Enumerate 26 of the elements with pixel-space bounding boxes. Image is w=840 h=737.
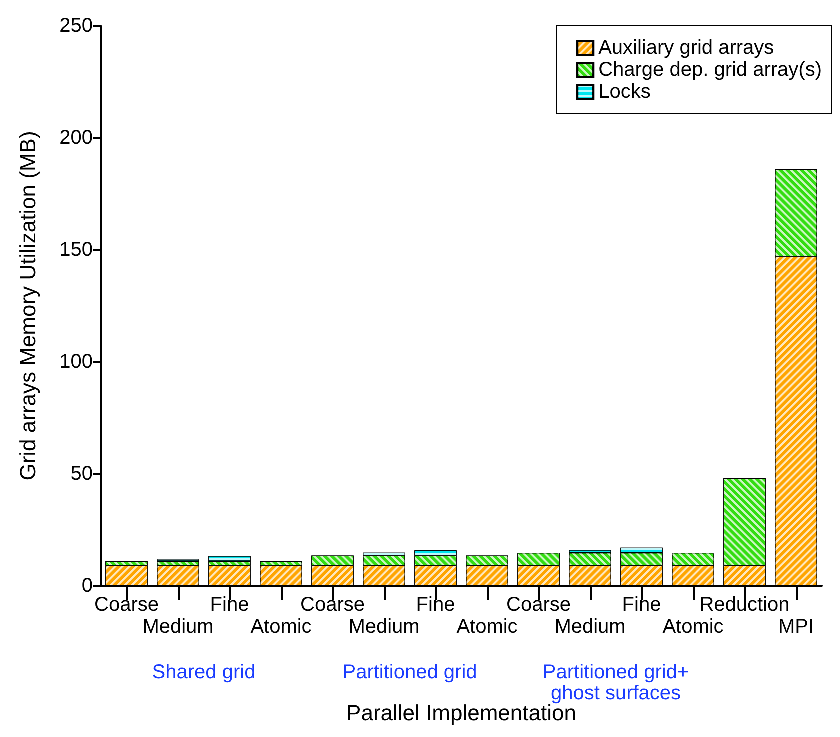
y-tick-label: 200	[60, 127, 93, 149]
legend-label: Auxiliary grid arrays	[598, 37, 774, 59]
legend-label: Locks	[598, 81, 651, 103]
y-tick-label: 50	[70, 463, 93, 485]
x-tick-label: Coarse	[300, 594, 365, 616]
x-tick-label: Fine	[210, 594, 250, 616]
x-tick-label: Coarse	[506, 594, 571, 616]
x-tick-label: Atomic	[456, 616, 518, 638]
x-tick-label: Fine	[622, 594, 662, 616]
x-tick-label: Coarse	[94, 594, 159, 616]
text: Shared grid	[152, 662, 256, 684]
x-tick-label: Medium	[142, 616, 214, 638]
y-tick-label: 0	[82, 575, 93, 597]
y-tick-label: 150	[60, 239, 93, 261]
x-tick-label: Medium	[348, 616, 420, 638]
legend-label: Charge dep. grid array(s)	[598, 59, 822, 81]
x-tick-label: MPI	[778, 616, 814, 638]
y-tick-label: 250	[60, 15, 93, 37]
x-tick-label: Atomic	[250, 616, 312, 638]
x-tick-label: Reduction	[700, 594, 790, 616]
y-axis-title: Grid arrays Memory Utilization (MB)	[16, 131, 40, 481]
text: Partitioned grid	[342, 662, 478, 684]
y-tick-label: 100	[60, 351, 93, 373]
x-tick-label: Medium	[554, 616, 626, 638]
x-tick-label: Atomic	[662, 616, 724, 638]
x-tick-label: Fine	[416, 594, 456, 616]
